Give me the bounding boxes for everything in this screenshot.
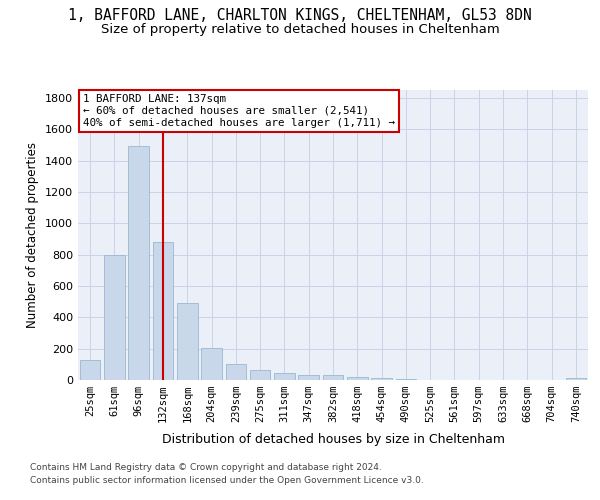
Bar — [226, 364, 246, 380]
Text: Distribution of detached houses by size in Cheltenham: Distribution of detached houses by size … — [161, 432, 505, 446]
Y-axis label: Number of detached properties: Number of detached properties — [26, 142, 40, 328]
Text: Size of property relative to detached houses in Cheltenham: Size of property relative to detached ho… — [101, 22, 499, 36]
Text: Contains public sector information licensed under the Open Government Licence v3: Contains public sector information licen… — [30, 476, 424, 485]
Bar — [128, 146, 149, 380]
Bar — [566, 378, 586, 380]
Bar — [80, 360, 100, 380]
Bar — [250, 370, 271, 380]
Bar — [201, 348, 222, 380]
Bar — [177, 303, 197, 380]
Text: 1, BAFFORD LANE, CHARLTON KINGS, CHELTENHAM, GL53 8DN: 1, BAFFORD LANE, CHARLTON KINGS, CHELTEN… — [68, 8, 532, 22]
Bar — [395, 379, 416, 380]
Bar — [371, 378, 392, 380]
Bar — [323, 376, 343, 380]
Bar — [298, 374, 319, 380]
Text: 1 BAFFORD LANE: 137sqm
← 60% of detached houses are smaller (2,541)
40% of semi-: 1 BAFFORD LANE: 137sqm ← 60% of detached… — [83, 94, 395, 128]
Text: Contains HM Land Registry data © Crown copyright and database right 2024.: Contains HM Land Registry data © Crown c… — [30, 464, 382, 472]
Bar — [152, 242, 173, 380]
Bar — [347, 377, 368, 380]
Bar — [104, 254, 125, 380]
Bar — [274, 373, 295, 380]
